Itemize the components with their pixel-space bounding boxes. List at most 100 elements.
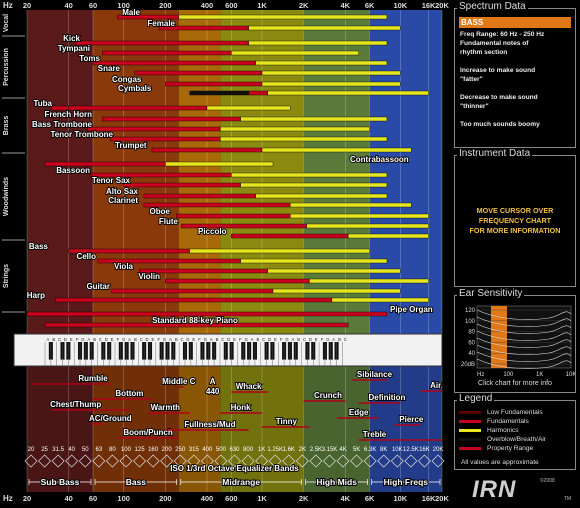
instrument-label[interactable]: Tympani <box>57 43 91 54</box>
piano-key-letter: A <box>332 337 335 342</box>
instrument-label[interactable]: Oboe <box>149 206 172 217</box>
ear-sensitivity-panel[interactable]: Ear Sensitivity 120 100 80 60 40 20dB Hz 100 1K 1… <box>454 288 576 393</box>
group-label: Woodwinds <box>3 177 10 216</box>
x-tick-label-top: 6K <box>365 1 375 10</box>
eq-band-label: 8K <box>380 447 387 453</box>
instrument-bar <box>309 278 429 284</box>
instrument-label[interactable]: Standard 88-key Piano <box>151 315 239 326</box>
instrument-bar <box>102 50 232 56</box>
instrument-label[interactable]: Piccolo <box>197 226 227 237</box>
piano-key-letter: B <box>52 337 55 342</box>
instrument-label[interactable]: Trumpet <box>114 140 148 151</box>
piano-key-letter: B <box>216 337 219 342</box>
instrument-bar <box>102 116 241 122</box>
instrument-label[interactable]: French Horn <box>44 109 93 120</box>
instrument-bar <box>231 50 359 56</box>
eq-band-label: 1.25K <box>267 447 283 453</box>
ear-contour <box>476 337 572 348</box>
spectrum-data-panel: Spectrum Data BASS Freq Range: 60 Hz - 2… <box>454 1 576 148</box>
irn-logo: IRN ©2008 TM <box>452 476 576 506</box>
eq-band-diamond <box>431 454 445 468</box>
x-tick-label-top: 600 <box>225 1 238 10</box>
legend-item: Property Range <box>459 445 533 453</box>
eq-band-diamond <box>228 454 241 468</box>
ear-contour <box>476 351 572 362</box>
legend-swatch <box>459 410 481 414</box>
legend-swatch <box>459 437 481 441</box>
instrument-label[interactable]: Viola <box>113 261 134 272</box>
eq-band-diamond <box>146 454 160 468</box>
piano-key-letter: A <box>87 337 90 342</box>
group-label: Brass <box>3 116 10 136</box>
instrument-label[interactable]: Contrabassoon <box>349 154 410 165</box>
instrument-label[interactable]: Cello <box>76 251 97 262</box>
instrument-bar <box>75 40 249 46</box>
eq-band-label: 125 <box>135 447 146 453</box>
piano-key-letter: F <box>280 337 283 342</box>
piano-key-letter: A <box>251 337 254 342</box>
instrument-label[interactable]: Alto Sax <box>105 186 139 197</box>
legend-swatch <box>459 446 481 450</box>
legend-label: Low Fundamentals <box>487 409 543 416</box>
eq-band-label: 200 <box>162 447 173 453</box>
legend-swatch <box>459 428 481 432</box>
descriptor-label: Whack <box>236 382 262 391</box>
instrument-label[interactable]: Bassoon <box>55 165 91 176</box>
instrument-bar <box>123 182 241 188</box>
piano-key-letter: C <box>58 337 61 342</box>
x-tick-label-top: 4K <box>341 1 351 10</box>
spectrum-info-line: "thinner" <box>460 103 489 110</box>
instrument-label[interactable]: Congas <box>111 74 143 85</box>
instrument-label[interactable]: Male <box>121 7 141 18</box>
instrument-label[interactable]: Violin <box>137 271 161 282</box>
legend-item: Harmonics <box>459 427 519 435</box>
descriptor-label: 440 <box>206 387 220 396</box>
piano-key-letter: E <box>274 337 277 342</box>
eq-band-diamond <box>336 454 350 468</box>
eq-band-diamond <box>363 454 377 468</box>
eq-band-label: 315 <box>189 447 200 453</box>
x-tick-label-top: 20 <box>23 1 31 10</box>
eq-band-label: 800 <box>243 447 254 453</box>
instrument-bar <box>248 90 268 96</box>
instrument-bar <box>272 288 401 294</box>
piano-key-letter: F <box>239 337 242 342</box>
piano-key-letter: A <box>169 337 172 342</box>
instrument-label[interactable]: Toms <box>78 53 101 64</box>
instrument-label[interactable]: Tuba <box>33 98 54 109</box>
instrument-label[interactable]: Cymbals <box>117 83 153 94</box>
instrument-bar <box>206 105 291 111</box>
instrument-label[interactable]: Female <box>147 18 177 29</box>
instrument-bar <box>248 40 388 46</box>
ear-y-tick: 20dB <box>461 362 475 368</box>
eq-band-diamond <box>119 454 133 468</box>
instrument-bar <box>143 193 256 199</box>
instrument-label[interactable]: Pipe Organ <box>389 304 434 315</box>
instrument-label[interactable]: Harp <box>26 290 46 301</box>
eq-band-label: 1K <box>258 447 265 453</box>
instrument-label[interactable]: Kick <box>62 33 81 44</box>
instrument-bar <box>290 202 412 208</box>
spectrum-info-line: Increase to make sound <box>460 67 536 74</box>
legend-item: Low Fundamentals <box>459 409 543 417</box>
spectrum-info-line: Decrease to make sound <box>460 94 538 101</box>
x-tick-label-bottom: 20K <box>435 494 449 503</box>
instrument-label[interactable]: Flute <box>158 216 179 227</box>
instrument-label[interactable]: Bass <box>28 241 49 252</box>
piano-key-letter: E <box>233 337 236 342</box>
instrument-label[interactable]: Snare <box>97 63 122 74</box>
eq-band-diamond <box>200 454 214 468</box>
descriptor-label: Honk <box>231 403 252 412</box>
instrument-bar <box>348 233 429 239</box>
x-tick-label-top: 20K <box>435 1 449 10</box>
instrument-label[interactable]: Guitar <box>86 281 111 292</box>
ear-y-tick: 40 <box>468 351 475 357</box>
x-tick-label-bottom: 400 <box>201 494 214 503</box>
instrument-label[interactable]: Tenor Sax <box>91 175 131 186</box>
instrument-label[interactable]: Bass Trombone <box>31 119 93 130</box>
instrument-label[interactable]: Clarinet <box>107 195 139 206</box>
instrument-label[interactable]: Tenor Trombone <box>50 129 115 140</box>
eq-band-diamond <box>390 454 404 468</box>
